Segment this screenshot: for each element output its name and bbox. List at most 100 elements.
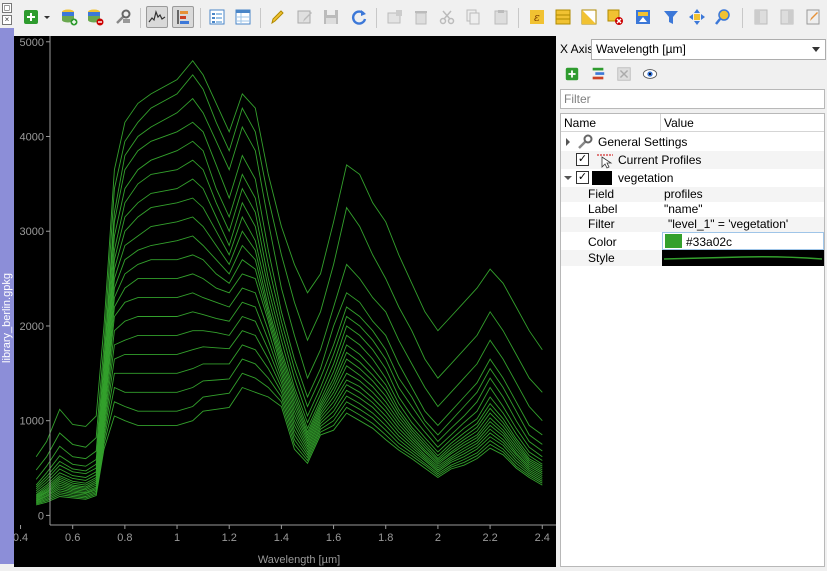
tree-row-current-profiles[interactable]: ✓ Current Profiles (561, 151, 824, 169)
dock-float-button[interactable]: ◻ (2, 3, 12, 13)
dock-title-bar[interactable]: library_berlin.gpkg (0, 28, 14, 564)
profile-tree-button[interactable] (172, 6, 194, 28)
select-all-button[interactable] (552, 6, 574, 28)
add-feature-button[interactable] (384, 6, 406, 28)
profile-line-8[interactable] (35, 197, 543, 494)
color-editor[interactable]: #33a02c (662, 232, 824, 250)
tree-row-color[interactable]: Color #33a02c (561, 232, 824, 250)
remove-visualization-button[interactable] (614, 64, 634, 84)
tree-row-field[interactable]: Field profiles (561, 187, 824, 202)
prop-value-field[interactable]: profiles (664, 187, 703, 201)
move-selection-to-top-button[interactable] (632, 6, 654, 28)
spectral-plot-svg[interactable]: 0.4 0.6 0.8 1 1.2 1.4 1.6 1.8 2 2.2 2.4 0 1000 2000 30… (14, 36, 556, 567)
profile-line-9[interactable] (35, 216, 543, 495)
profile-line-16[interactable] (36, 330, 543, 502)
profile-line-2[interactable] (35, 74, 543, 471)
x-tick-label: 1.2 (222, 532, 237, 544)
style-preview[interactable] (662, 250, 824, 266)
profile-line-3[interactable] (35, 97, 543, 480)
pan-to-selection-icon (689, 9, 705, 25)
profile-line-15[interactable] (36, 315, 543, 501)
paste-icon (494, 10, 508, 25)
x-tick-label: 2.2 (482, 532, 497, 544)
x-axis-select[interactable]: Wavelength [µm] (591, 39, 826, 60)
add-source-button[interactable] (58, 6, 80, 28)
vegetation-checkbox[interactable]: ✓ (576, 171, 589, 184)
panel-splitter[interactable] (556, 36, 560, 567)
profile-line-13[interactable] (35, 287, 543, 499)
expand-arrow-icon[interactable] (566, 138, 570, 146)
profile-line-7[interactable] (35, 178, 543, 492)
attribute-table-button[interactable] (232, 6, 254, 28)
prop-value-filter[interactable]: "level_1" = 'vegetation' (668, 217, 789, 231)
pan-to-selection-button[interactable] (686, 6, 708, 28)
profile-line-14[interactable] (35, 301, 543, 500)
reload-button[interactable] (348, 6, 370, 28)
invert-selection-button[interactable] (578, 6, 600, 28)
prop-value-color[interactable]: #33a02c (686, 235, 733, 249)
move-to-top-icon (636, 10, 650, 24)
toolbar-separator (742, 8, 743, 28)
dock-close-button[interactable]: × (2, 15, 12, 25)
wrench-icon (578, 134, 593, 149)
delete-field-button[interactable] (776, 6, 798, 28)
toggle-visibility-button[interactable] (640, 64, 660, 84)
save-edits-icon (324, 10, 338, 24)
multi-edit-button[interactable] (294, 6, 316, 28)
paste-button[interactable] (490, 6, 512, 28)
copy-button[interactable] (462, 6, 484, 28)
tree-header-value[interactable]: Value (661, 114, 824, 131)
profile-line-12[interactable] (35, 273, 543, 498)
add-visualization-button[interactable] (562, 64, 582, 84)
x-axis-selected-value: Wavelength [µm] (596, 42, 686, 56)
attribute-form-button[interactable] (206, 6, 228, 28)
filter-input[interactable] (560, 89, 825, 109)
tree-row-vegetation[interactable]: ✓ vegetation (561, 169, 824, 187)
save-edits-button[interactable] (320, 6, 342, 28)
remove-source-icon (88, 9, 104, 26)
tools-button[interactable] (112, 6, 134, 28)
select-by-expression-button[interactable]: ε (526, 6, 548, 28)
layer-list-button[interactable] (588, 64, 608, 84)
profile-line-17[interactable] (36, 344, 543, 503)
svg-text:ε: ε (534, 11, 540, 24)
profile-line-19[interactable] (36, 372, 543, 505)
tree-row-filter[interactable]: Filter "level_1" = 'vegetation' (561, 217, 824, 232)
tree-row-style[interactable]: Style (561, 250, 824, 266)
collapse-arrow-icon[interactable] (564, 176, 572, 180)
new-field-icon (754, 9, 768, 25)
add-profile-button[interactable] (20, 6, 42, 28)
new-field-button[interactable] (750, 6, 772, 28)
profile-view-button[interactable] (146, 6, 168, 28)
current-profiles-checkbox[interactable]: ✓ (576, 153, 589, 166)
cut-button[interactable] (436, 6, 458, 28)
tree-row-general-settings[interactable]: General Settings (561, 133, 824, 151)
profile-line-18[interactable] (36, 358, 543, 504)
profile-line-10[interactable] (35, 235, 543, 496)
profile-line-1[interactable] (35, 59, 543, 457)
spectral-plot[interactable]: 0.4 0.6 0.8 1 1.2 1.4 1.6 1.8 2 2.2 2.4 0 1000 2000 30… (14, 36, 556, 567)
x-tick-label: 0.8 (117, 532, 132, 544)
remove-source-button[interactable] (84, 6, 106, 28)
deselect-button[interactable] (604, 6, 626, 28)
profile-line-5[interactable] (35, 140, 543, 488)
color-swatch[interactable] (665, 234, 682, 248)
prop-value-label[interactable]: "name" (664, 202, 703, 216)
dock-strip: ◻ × library_berlin.gpkg (0, 0, 14, 571)
tree-row-label[interactable]: Label "name" (561, 202, 824, 217)
add-profile-menu-button[interactable] (42, 6, 52, 28)
delete-feature-button[interactable] (410, 6, 432, 28)
profile-line-11[interactable] (35, 254, 543, 497)
profile-line-4[interactable] (35, 121, 543, 486)
tree-label-vegetation: vegetation (618, 171, 674, 185)
plot-axes-group: 0.4 0.6 0.8 1 1.2 1.4 1.6 1.8 2 2.2 2.4 0 1000 2000 30… (14, 36, 556, 566)
prop-name-filter: Filter (588, 217, 615, 231)
tree-header-name[interactable]: Name (561, 114, 661, 131)
filter-button[interactable] (660, 6, 682, 28)
profile-line-20[interactable] (36, 386, 543, 506)
zoom-to-selection-button[interactable] (712, 6, 734, 28)
toggle-edit-button[interactable] (266, 6, 288, 28)
visualization-tree[interactable]: Name Value General Settings ✓ Current Pr… (560, 113, 825, 567)
profile-line-6[interactable] (35, 159, 543, 490)
field-calculator-button[interactable] (802, 6, 824, 28)
